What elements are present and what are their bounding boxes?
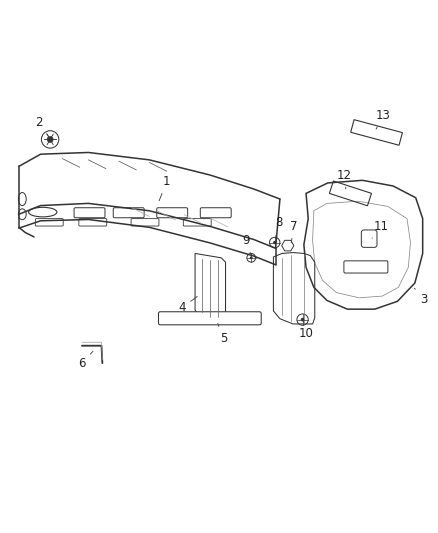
Ellipse shape — [18, 192, 26, 206]
Text: 1: 1 — [159, 175, 170, 201]
FancyBboxPatch shape — [35, 219, 63, 226]
Circle shape — [301, 318, 304, 321]
FancyBboxPatch shape — [344, 261, 388, 273]
Text: 4: 4 — [178, 296, 197, 314]
FancyBboxPatch shape — [184, 219, 211, 226]
FancyBboxPatch shape — [79, 219, 107, 226]
Text: 5: 5 — [218, 324, 227, 345]
Text: 12: 12 — [337, 168, 352, 189]
Text: 6: 6 — [78, 351, 93, 369]
Text: 10: 10 — [299, 320, 314, 341]
FancyBboxPatch shape — [159, 312, 261, 325]
Text: 2: 2 — [35, 116, 50, 138]
Text: 7: 7 — [290, 220, 297, 243]
FancyBboxPatch shape — [74, 208, 105, 218]
Circle shape — [273, 241, 276, 244]
Circle shape — [47, 136, 53, 142]
FancyBboxPatch shape — [200, 208, 231, 218]
Ellipse shape — [18, 209, 26, 220]
FancyBboxPatch shape — [157, 208, 187, 218]
Text: 8: 8 — [276, 216, 283, 239]
FancyBboxPatch shape — [131, 219, 159, 226]
FancyBboxPatch shape — [113, 208, 144, 218]
Text: 3: 3 — [414, 288, 427, 305]
Text: 11: 11 — [372, 220, 389, 238]
Text: 13: 13 — [376, 109, 391, 129]
FancyBboxPatch shape — [361, 230, 377, 247]
Ellipse shape — [28, 207, 57, 217]
Circle shape — [250, 256, 253, 259]
Text: 9: 9 — [242, 234, 251, 254]
